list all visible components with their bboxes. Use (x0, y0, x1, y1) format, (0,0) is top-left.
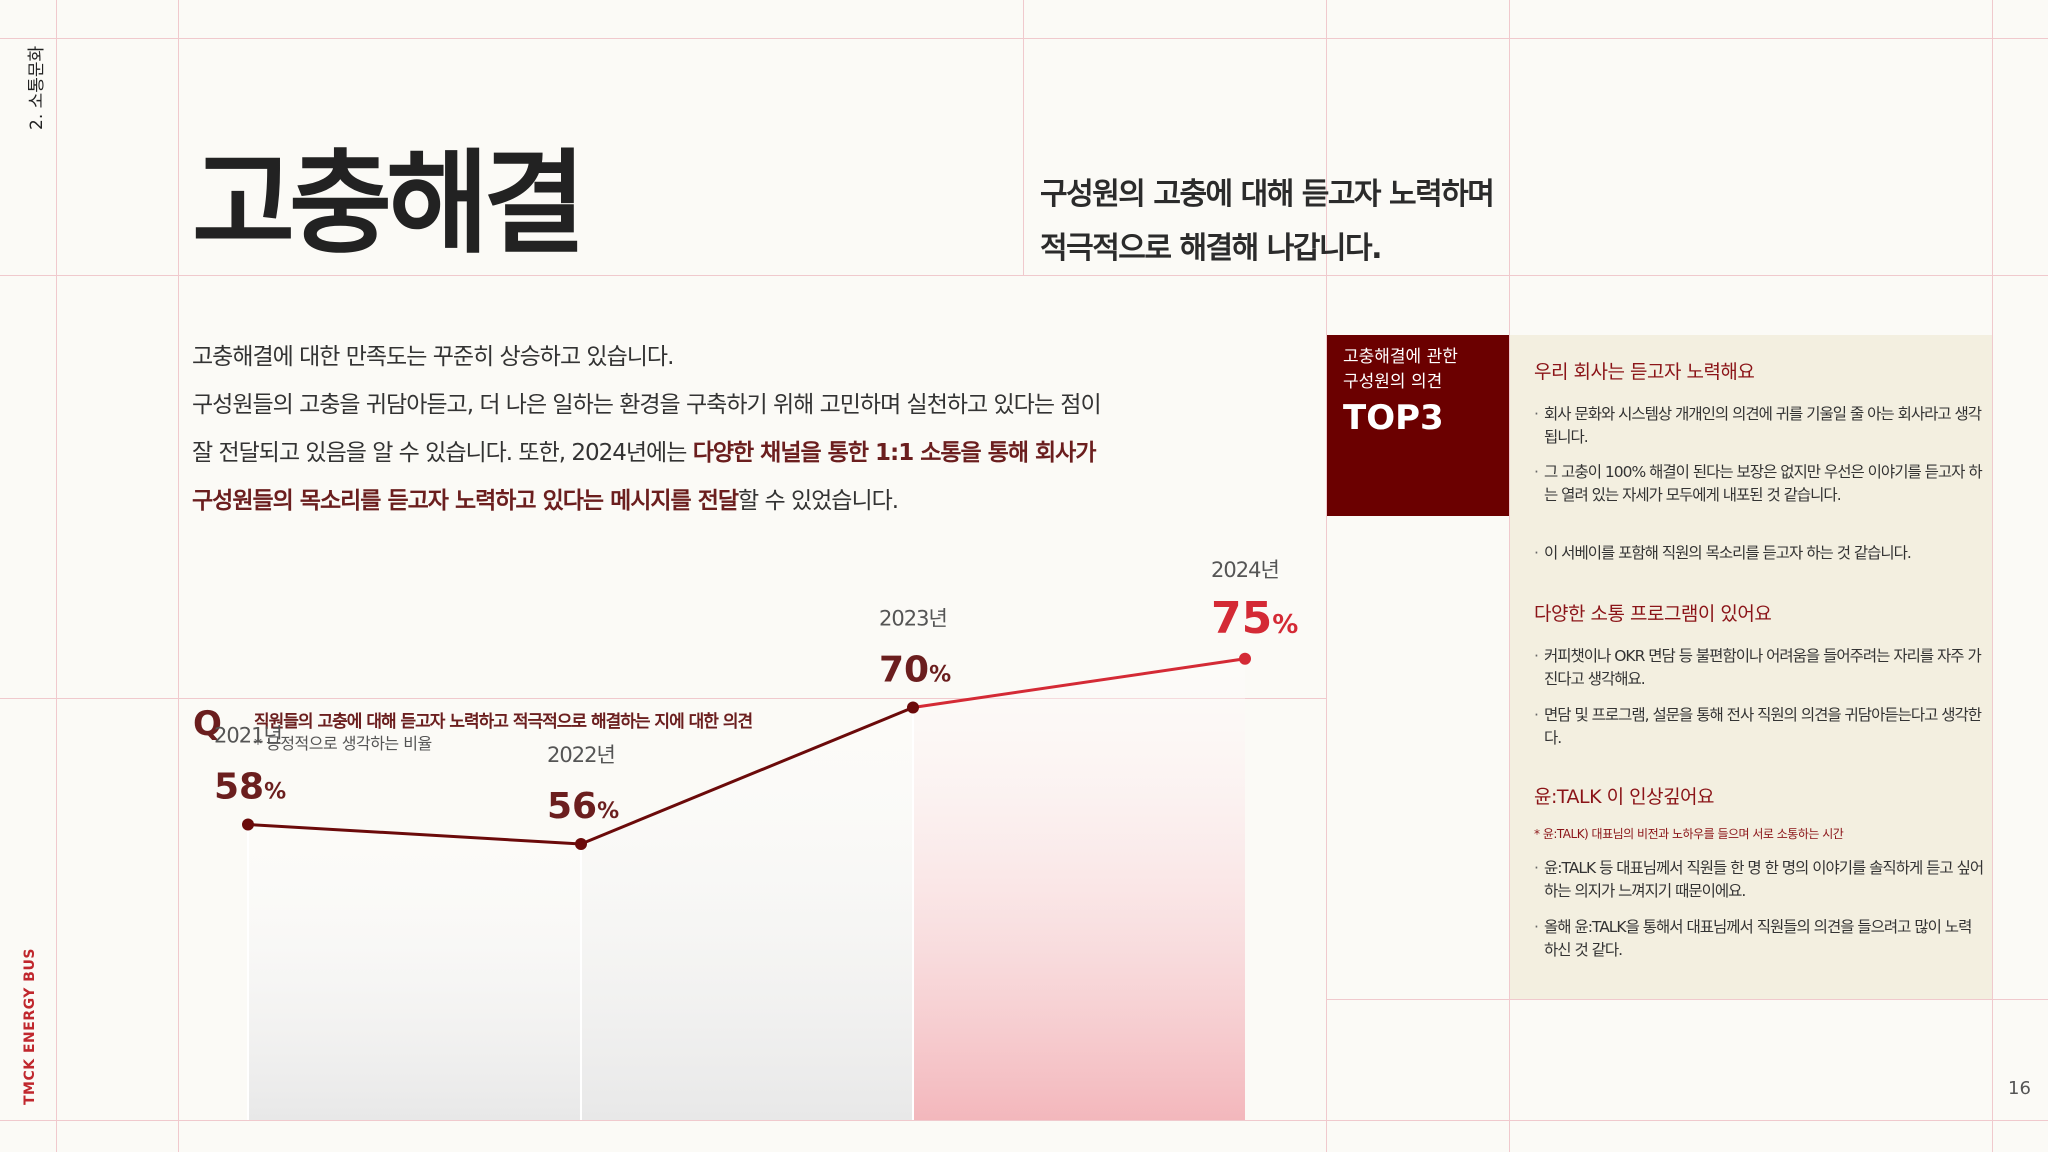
data-point (242, 818, 254, 831)
top3-caption-line: 구성원의 의견 (1343, 372, 1443, 392)
opinion-item: 윤:TALK 등 대표님께서 직원들 한 명 한 명의 이야기를 솔직하게 듣고… (1534, 857, 1984, 903)
chart-area-segment (581, 707, 913, 1120)
intro-line: 구성원들의 목소리를 듣고자 노력하고 있다는 메시지를 전달할 수 있었습니다… (192, 477, 1312, 525)
value-number: 75 (1211, 593, 1272, 644)
opinion-item: 이 서베이를 포함해 직원의 목소리를 듣고자 하는 것 같습니다. (1534, 542, 1984, 565)
opinion-category-title: 윤:TALK 이 인상깊어요 (1534, 786, 1715, 808)
grid-line (1326, 999, 2048, 1000)
value-unit: % (264, 780, 286, 805)
opinion-note: * 윤:TALK) 대표님의 비전과 노하우를 들으며 서로 소통하는 시간 (1534, 827, 1844, 841)
chart-area-segment (913, 658, 1245, 1120)
top3-heading: TOP3 (1343, 398, 1444, 438)
intro-line: 구성원들의 고충을 귀담아듣고, 더 나은 일하는 환경을 구축하기 위해 고민… (192, 392, 1102, 418)
data-point (907, 701, 919, 714)
grid-line (1992, 0, 1993, 1152)
grid-line (0, 275, 2048, 276)
top3-caption: 고충해결에 관한 구성원의 의견 (1343, 345, 1458, 395)
value-label: 70% (879, 650, 951, 691)
chart-area-segment (248, 824, 581, 1120)
page-subtitle: 구성원의 고충에 대해 듣고자 노력하며 적극적으로 해결해 나갑니다. (1040, 168, 1495, 276)
opinion-category-title: 우리 회사는 듣고자 노력해요 (1534, 361, 1755, 383)
intro-text: 할 수 있었습니다. (738, 488, 899, 514)
subtitle-line: 구성원의 고충에 대해 듣고자 노력하며 (1040, 177, 1495, 212)
opinion-item: 올해 윤:TALK을 통해서 대표님께서 직원들의 의견을 들으려고 많이 노력… (1534, 916, 1984, 962)
question-mark: Q (193, 704, 222, 744)
top3-caption-line: 고충해결에 관한 (1343, 347, 1458, 367)
top3-box: 고충해결에 관한 구성원의 의견 TOP3 (1327, 335, 1509, 516)
value-label: 58% (214, 767, 286, 808)
value-label: 75% (1211, 593, 1298, 644)
page-title: 고충해결 (192, 139, 586, 269)
chart-line-segment (247, 823, 582, 846)
grid-line (56, 0, 57, 1152)
opinion-panel: 우리 회사는 듣고자 노력해요 회사 문화와 시스템상 개개인의 의견에 귀를 … (1510, 335, 1992, 999)
opinion-item: 회사 문화와 시스템상 개개인의 의견에 귀를 기울일 줄 아는 회사라고 생각… (1534, 403, 1984, 449)
intro-line: 잘 전달되고 있음을 알 수 있습니다. 또한, 2024년에는 다양한 채널을… (192, 429, 1312, 477)
opinion-item: 그 고충이 100% 해결이 된다는 보장은 없지만 우선은 이야기를 듣고자 … (1534, 461, 1984, 507)
value-label: 56% (547, 786, 619, 827)
grid-line (0, 698, 1326, 699)
intro-text: 잘 전달되고 있음을 알 수 있습니다. 또한, 2024년에는 (192, 440, 693, 466)
opinion-item: 면담 및 프로그램, 설문을 통해 전사 직원의 의견을 귀담아듣는다고 생각한… (1534, 704, 1984, 750)
value-unit: % (597, 799, 619, 824)
grid-line (0, 1120, 2048, 1121)
page-number: 16 (2008, 1078, 2031, 1099)
category-label: 2021년 (214, 724, 282, 748)
data-point (575, 838, 587, 850)
chart-line-segment (580, 706, 914, 846)
category-label: 2022년 (547, 743, 615, 767)
intro-highlight: 다양한 채널을 통한 1:1 소통을 통해 회사가 (692, 440, 1097, 466)
intro-highlight: 구성원들의 목소리를 듣고자 노력하고 있다는 메시지를 전달 (192, 488, 739, 514)
grid-line (1326, 0, 1327, 1152)
subtitle-line: 적극적으로 해결해 나갑니다. (1040, 231, 1383, 266)
value-unit: % (1272, 610, 1298, 640)
grid-line (0, 38, 2048, 39)
question-text: 직원들의 고충에 대해 듣고자 노력하고 적극적으로 해결하는 지에 대한 의견 (254, 712, 753, 732)
value-number: 58 (214, 767, 264, 808)
grid-line (1023, 0, 1024, 275)
intro-paragraph: 고충해결에 대한 만족도는 꾸준히 상승하고 있습니다. 구성원들의 고충을 귀… (192, 333, 1312, 525)
chart-line-segment (912, 657, 1246, 709)
intro-line: 고충해결에 대한 만족도는 꾸준히 상승하고 있습니다. (192, 344, 674, 370)
opinion-category-title: 다양한 소통 프로그램이 있어요 (1534, 603, 1772, 625)
data-point (1239, 652, 1251, 665)
opinion-item: 커피챗이나 OKR 면담 등 불편함이나 어려움을 들어주려는 자리를 자주 가… (1534, 645, 1984, 691)
category-label: 2023년 (879, 607, 947, 631)
value-number: 56 (547, 786, 597, 827)
grid-line (178, 0, 179, 1152)
value-unit: % (929, 663, 951, 688)
grid-line (1509, 0, 1510, 1152)
question-note: * 긍정적으로 생각하는 비율 (254, 734, 432, 753)
value-number: 70 (879, 650, 929, 691)
category-label: 2024년 (1211, 558, 1279, 582)
